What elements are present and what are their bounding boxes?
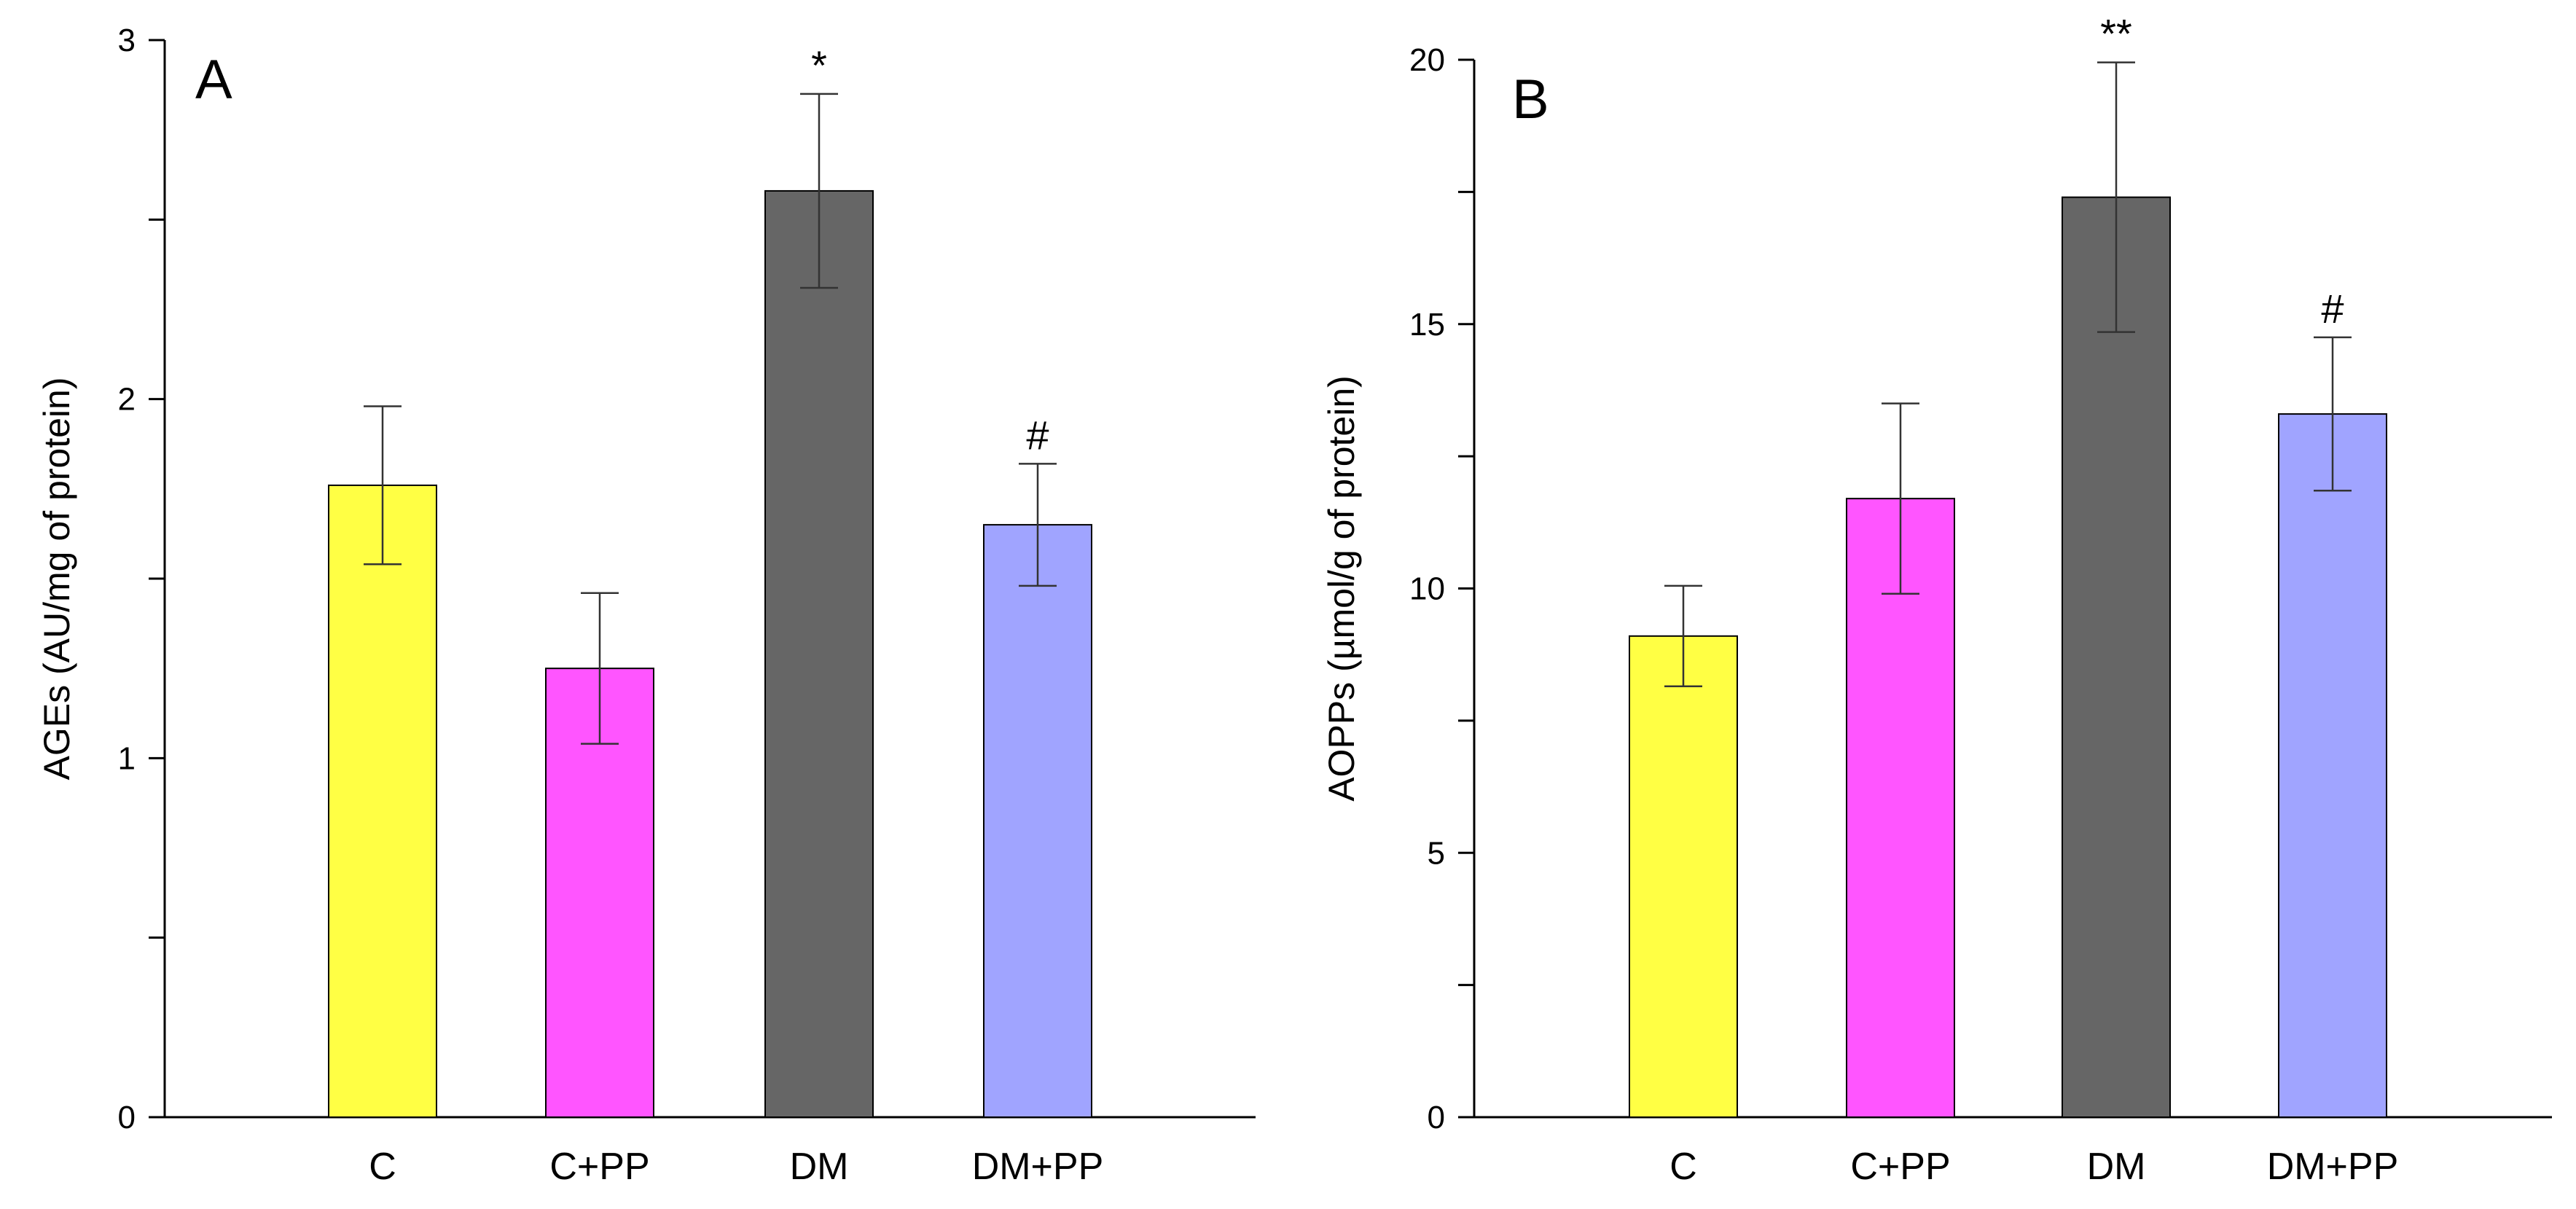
category-label: DM [790,1146,849,1188]
y-tick-label: 15 [1409,307,1445,343]
bar-dm [2062,196,2171,1118]
bar-c-plus-pp [1846,498,1955,1118]
panel-b: 0 5 10 15 20 C C+PP ** DM # DM+PP AOPPs (µmol/g of … [1321,11,2552,1188]
y-tick-label: 0 [118,1100,136,1135]
y-tick-label: 20 [1409,42,1445,78]
bar-dm-plus-pp [2278,413,2387,1118]
y-tick-label: 5 [1428,835,1445,871]
category-label: C+PP [549,1146,649,1188]
y-tick-label: 0 [1428,1100,1445,1135]
y-axis-title: AGEs (AU/mg of protein) [36,377,77,780]
category-label: DM+PP [972,1146,1104,1188]
category-label: C [369,1146,396,1188]
significance-mark: * [811,42,827,88]
panel-a: 0 1 2 3 C C+PP * DM # DM+PP AGEs (AU/mg of protein… [36,23,1256,1188]
y-axis-title: AOPPs (µmol/g of protein) [1321,375,1362,802]
category-label: DM+PP [2267,1146,2399,1188]
category-label: DM [2087,1146,2146,1188]
category-label: C [1669,1146,1697,1188]
y-tick-label: 10 [1409,571,1445,607]
category-label: C+PP [1850,1146,1950,1188]
bar-dm [764,189,874,1118]
bar-dm-plus-pp [983,524,1092,1118]
panel-letter: B [1512,69,1549,130]
bar-c [1629,635,1738,1118]
significance-mark: ** [2100,11,2132,57]
significance-mark: # [2321,286,2344,332]
y-tick-label: 3 [118,23,136,58]
panel-letter: A [195,49,232,111]
bar-c [328,484,437,1118]
significance-mark: # [1026,412,1049,458]
y-tick-label: 2 [118,382,136,418]
y-tick-label: 1 [118,740,136,776]
